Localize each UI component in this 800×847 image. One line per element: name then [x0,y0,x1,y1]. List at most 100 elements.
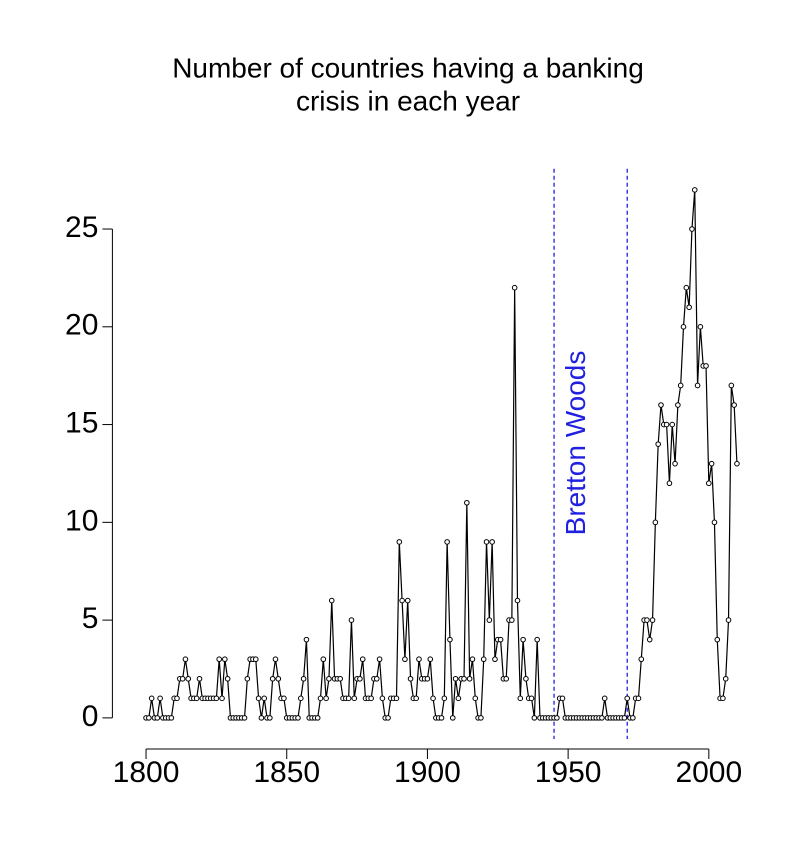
data-point [154,715,161,721]
data-point [528,695,535,702]
data-point [275,675,282,682]
data-point [447,636,453,643]
data-point [424,675,431,682]
data-point [258,715,265,721]
data-point [157,695,163,702]
data-point [300,675,307,682]
data-point [503,675,510,682]
data-point [267,715,273,721]
data-point [348,617,355,623]
data-point [489,539,495,545]
data-point [379,695,386,702]
data-point [517,695,524,702]
data-point [357,675,363,682]
data-point [599,715,605,721]
y-tick-label: 0 [82,700,99,733]
data-point [376,656,383,663]
x-tick-label: 1850 [253,756,320,789]
x-tick-label: 2000 [675,756,742,789]
data-point [281,695,287,702]
data-point [416,656,422,663]
y-tick-label: 15 [65,406,98,439]
data-point [711,519,718,526]
data-point [337,675,343,682]
data-point [672,460,678,467]
data-point [314,715,321,721]
data-point [689,226,695,232]
data-point [680,323,687,330]
data-point [213,695,220,702]
data-point [703,363,709,369]
data-point [472,695,479,702]
data-point [554,715,560,721]
data-point [514,597,521,604]
data-point [224,675,231,682]
data-point [691,187,698,193]
data-point [486,617,493,623]
data-point [523,675,529,682]
data-point [303,636,310,643]
data-point [464,499,470,506]
data-point [216,656,222,663]
data-point [179,675,186,682]
data-point [196,675,203,682]
data-point [148,695,155,702]
data-point [323,695,329,702]
x-tick-label: 1800 [113,756,180,789]
data-point [373,675,380,682]
data-point [174,695,180,702]
data-point [725,617,732,623]
data-point [509,617,515,623]
data-point [146,715,152,721]
data-point [345,695,352,702]
data-point [478,715,484,721]
y-tick-label: 10 [65,504,98,537]
data-point [644,617,650,623]
data-point [669,421,676,428]
data-point [734,460,740,467]
data-point [666,480,673,487]
data-point [413,695,419,702]
data-point [269,675,276,682]
data-point [241,715,248,721]
data-point [328,597,335,604]
data-point [728,382,735,389]
data-point [298,695,304,702]
data-point [219,695,225,702]
data-point [469,656,476,663]
annotation: Bretton Woods [560,351,591,536]
data-point [686,304,692,311]
data-point [677,382,684,389]
data-point [601,695,608,702]
data-point [720,695,726,702]
data-point [244,675,251,682]
data-point [359,656,366,663]
data-point [731,402,737,408]
data-point [658,402,664,408]
data-point [193,695,200,702]
data-point [438,715,445,721]
data-point [722,675,729,682]
data-point [466,675,473,682]
data-point [646,636,653,643]
data-point [635,695,642,702]
data-point [396,539,403,545]
data-point [559,695,566,702]
data-point [531,715,538,721]
data-point [168,715,175,721]
data-point [697,323,704,330]
data-point [351,695,358,702]
data-point [649,617,656,623]
data-point [255,695,262,702]
data-point [483,539,490,545]
data-point [295,715,301,721]
data-point [317,695,324,702]
data-point [663,421,670,428]
data-point [261,695,268,702]
data-point [444,539,450,545]
y-tick-label: 5 [82,602,99,635]
data-point [706,480,712,487]
data-point [441,695,448,702]
data-point [655,441,661,447]
data-point [185,675,192,682]
